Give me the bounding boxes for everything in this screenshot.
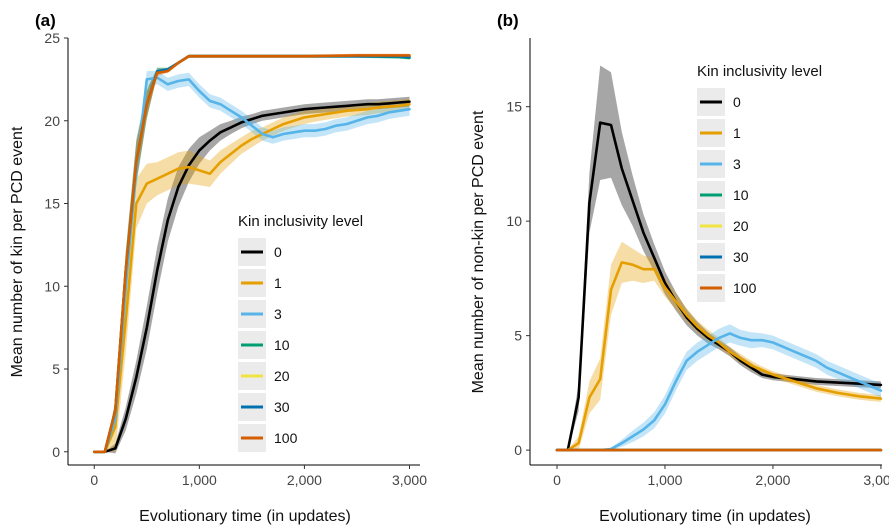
legend-label-a-3: 3 — [274, 306, 282, 322]
plot-area-b — [555, 65, 883, 452]
band-a-1 — [94, 98, 410, 452]
y-tick-label-b: 0 — [514, 442, 522, 458]
legend-title-a: Kin inclusivity level — [238, 213, 363, 230]
y-tick-label-b: 10 — [506, 213, 522, 229]
series-line-b-1 — [555, 261, 883, 452]
y-tick-label-b: 15 — [506, 99, 522, 115]
legend-a: Kin inclusivity level 0 1 3 10 20 30 100 — [238, 213, 363, 452]
legend-label-b-0: 0 — [733, 94, 741, 110]
x-tick-label-a: 1,000 — [182, 472, 217, 488]
y-tick-label-a: 10 — [44, 278, 60, 294]
chart-panel-a: (a) Evolutionary time (in updates) Mean … — [9, 11, 427, 525]
x-tick-label-b: 3,000 — [863, 472, 889, 488]
y-axis-title-b: Mean number of non-kin per PCD event — [470, 110, 487, 393]
legend-label-b-3: 3 — [733, 156, 741, 172]
legend-b: Kin inclusivity level 0 1 3 10 20 30 100 — [697, 63, 822, 302]
legend-label-b-100: 100 — [733, 280, 757, 296]
series-line-b-0 — [555, 121, 883, 452]
x-tick-label-a: 2,000 — [287, 472, 322, 488]
legend-label-b-1: 1 — [733, 125, 741, 141]
legend-label-a-0: 0 — [274, 244, 282, 260]
x-tick-label-a: 3,000 — [392, 472, 427, 488]
band-a-0 — [94, 96, 410, 454]
y-tick-label-a: 20 — [44, 113, 60, 129]
series-line-a-100 — [93, 54, 411, 454]
legend-label-a-1: 1 — [274, 275, 282, 291]
chart-panel-b: (b) Evolutionary time (in updates) Mean … — [470, 11, 889, 525]
legend-label-b-10: 10 — [733, 187, 749, 203]
band-b-3 — [557, 324, 881, 451]
x-tick-label-b: 2,000 — [755, 472, 790, 488]
y-tick-label-a: 0 — [52, 444, 60, 460]
legend-label-a-20: 20 — [274, 368, 290, 384]
x-tick-label-b: 1,000 — [647, 472, 682, 488]
y-tick-label-a: 15 — [44, 196, 60, 212]
panel-letter-b: (b) — [497, 11, 519, 30]
series-line-a-0 — [93, 100, 411, 454]
y-tick-label-a: 5 — [52, 361, 60, 377]
series-line-a-1 — [93, 102, 411, 454]
x-axis-title-a: Evolutionary time (in updates) — [139, 508, 351, 525]
y-axis-title-a: Mean number of kin per PCD event — [9, 126, 26, 377]
legend-title-b: Kin inclusivity level — [697, 63, 822, 80]
y-tick-label-b: 5 — [514, 328, 522, 344]
plot-area-a — [93, 53, 411, 454]
legend-label-b-20: 20 — [733, 218, 749, 234]
series-line-a-3 — [93, 76, 411, 454]
x-axis-title-b: Evolutionary time (in updates) — [599, 508, 811, 525]
x-tick-label-a: 0 — [90, 472, 98, 488]
legend-label-b-30: 30 — [733, 249, 749, 265]
x-tick-label-b: 0 — [553, 472, 561, 488]
legend-label-a-10: 10 — [274, 337, 290, 353]
y-tick-label-a: 25 — [44, 30, 60, 46]
panel-letter-a: (a) — [35, 11, 56, 30]
legend-label-a-100: 100 — [274, 430, 298, 446]
legend-label-a-30: 30 — [274, 399, 290, 415]
